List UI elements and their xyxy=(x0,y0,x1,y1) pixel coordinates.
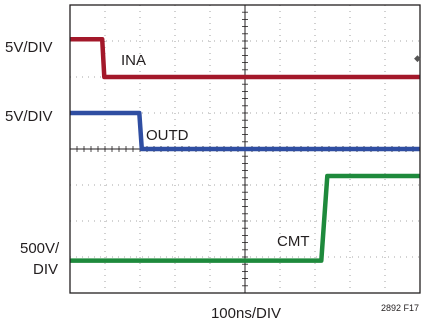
series-label-ina: INA xyxy=(121,52,146,69)
ch3-scale-label-line2: DIV xyxy=(33,261,58,278)
x-axis-scale-label: 100ns/DIV xyxy=(211,305,281,322)
figure-id: 2892 F17 xyxy=(381,303,419,313)
ch2-scale-label: 5V/DIV xyxy=(5,108,53,125)
series-label-outd: OUTD xyxy=(146,127,189,144)
plot-frame xyxy=(69,4,421,294)
traces xyxy=(70,36,420,263)
trigger-marker-icon: ◆ xyxy=(414,54,421,64)
trace-outd xyxy=(70,110,420,152)
ch1-scale-label: 5V/DIV xyxy=(5,39,53,56)
trace-cmt xyxy=(70,173,420,263)
trace-ina xyxy=(70,36,420,80)
ch3-scale-label-line1: 500V/ xyxy=(20,240,60,257)
series-label-cmt: CMT xyxy=(277,233,310,250)
